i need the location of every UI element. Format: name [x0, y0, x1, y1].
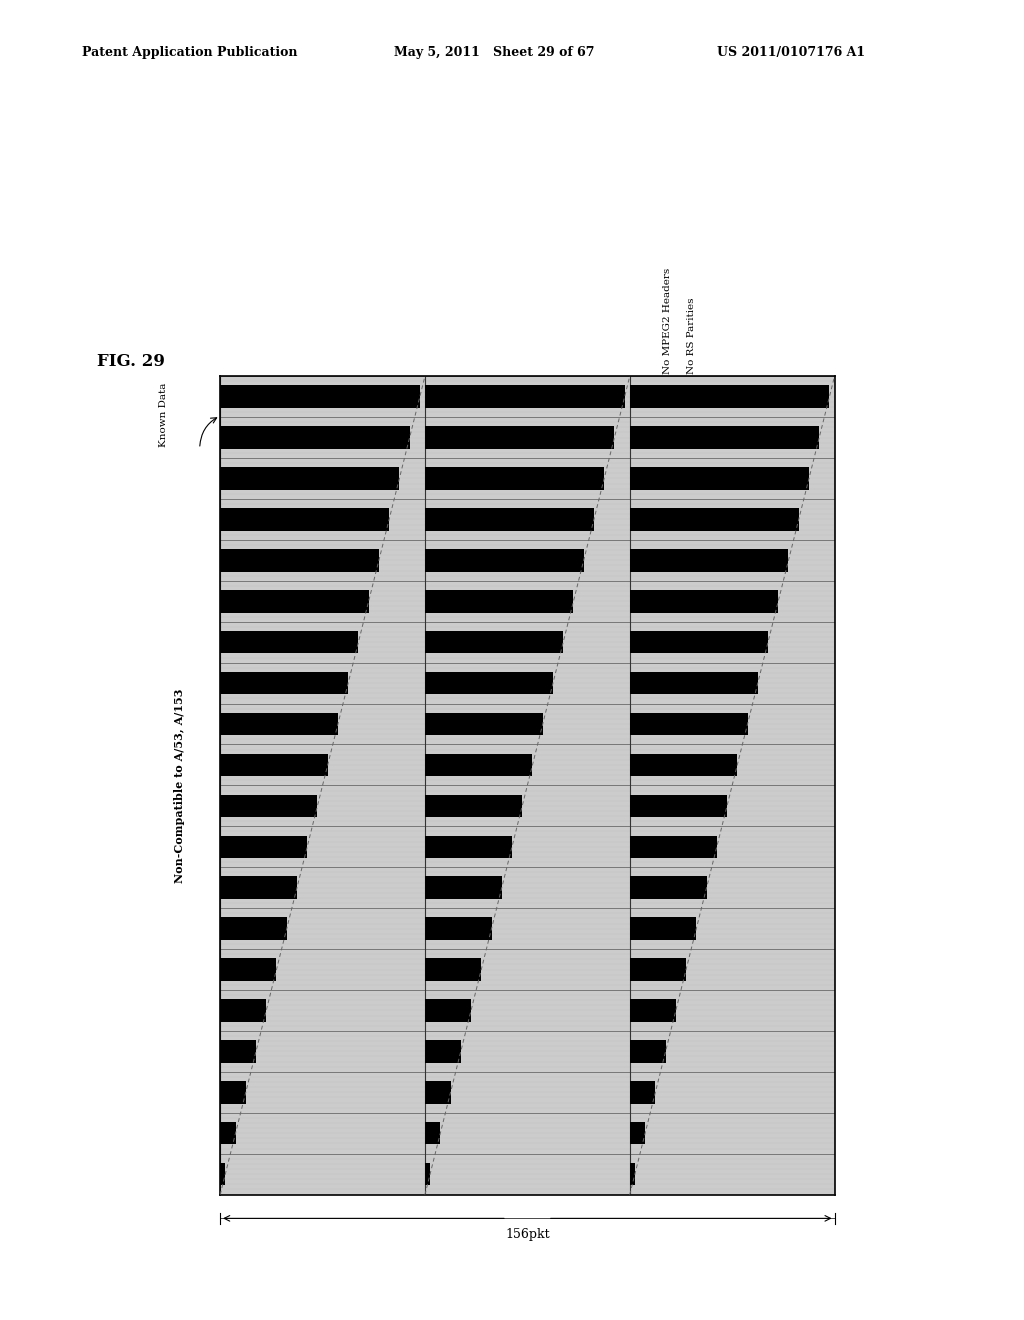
Bar [630, 631, 768, 653]
Bar [630, 385, 829, 408]
Bar [630, 467, 809, 490]
Bar [425, 467, 604, 490]
Text: No RS Parities: No RS Parities [687, 297, 696, 374]
Bar [630, 1122, 645, 1144]
Bar [220, 1122, 236, 1144]
Text: Non-Compatible to A/53, A/153: Non-Compatible to A/53, A/153 [174, 688, 184, 883]
Bar [220, 590, 369, 612]
Bar [630, 999, 676, 1022]
Bar [630, 549, 788, 572]
Bar [630, 876, 707, 899]
Bar [220, 958, 276, 981]
Bar [425, 590, 573, 612]
Bar [630, 958, 686, 981]
Bar [425, 713, 543, 735]
Bar [630, 672, 758, 694]
Bar [630, 1040, 666, 1063]
Bar [220, 467, 399, 490]
Bar [425, 754, 532, 776]
Bar [220, 876, 297, 899]
Bar [220, 385, 420, 408]
Text: Patent Application Publication: Patent Application Publication [82, 46, 297, 59]
Bar [630, 1081, 655, 1104]
Bar [630, 508, 799, 531]
Bar [220, 754, 328, 776]
Text: No MPEG2 Headers: No MPEG2 Headers [663, 268, 672, 374]
Bar [630, 713, 748, 735]
Bar [220, 917, 287, 940]
Bar [425, 958, 481, 981]
Bar [425, 836, 512, 858]
Bar [220, 672, 348, 694]
Bar [630, 836, 717, 858]
Bar [220, 795, 317, 817]
Bar [630, 795, 727, 817]
Bar [220, 508, 389, 531]
Text: US 2011/0107176 A1: US 2011/0107176 A1 [717, 46, 865, 59]
Text: May 5, 2011   Sheet 29 of 67: May 5, 2011 Sheet 29 of 67 [394, 46, 595, 59]
Bar [425, 549, 584, 572]
Bar [220, 1040, 256, 1063]
Bar [220, 999, 266, 1022]
Text: 156pkt: 156pkt [505, 1228, 550, 1241]
Bar [425, 1122, 440, 1144]
Bar [425, 508, 594, 531]
Bar [425, 426, 614, 449]
Bar [425, 917, 492, 940]
Bar [425, 999, 471, 1022]
Bar [425, 1081, 451, 1104]
Bar [630, 590, 778, 612]
Bar [425, 385, 625, 408]
Bar [425, 1163, 430, 1185]
Bar [425, 795, 522, 817]
Bar [220, 836, 307, 858]
Bar [220, 713, 338, 735]
Text: Known Data: Known Data [160, 383, 168, 447]
Bar [425, 672, 553, 694]
Bar [425, 1040, 461, 1063]
Text: FIG. 29: FIG. 29 [97, 352, 165, 370]
Bar [630, 754, 737, 776]
Bar [425, 876, 502, 899]
Bar [220, 1163, 225, 1185]
Bar [220, 631, 358, 653]
Bar [425, 631, 563, 653]
Bar [220, 1081, 246, 1104]
Bar [630, 1163, 635, 1185]
Bar [630, 917, 696, 940]
Bar [220, 426, 410, 449]
Bar [220, 549, 379, 572]
Bar [630, 426, 819, 449]
